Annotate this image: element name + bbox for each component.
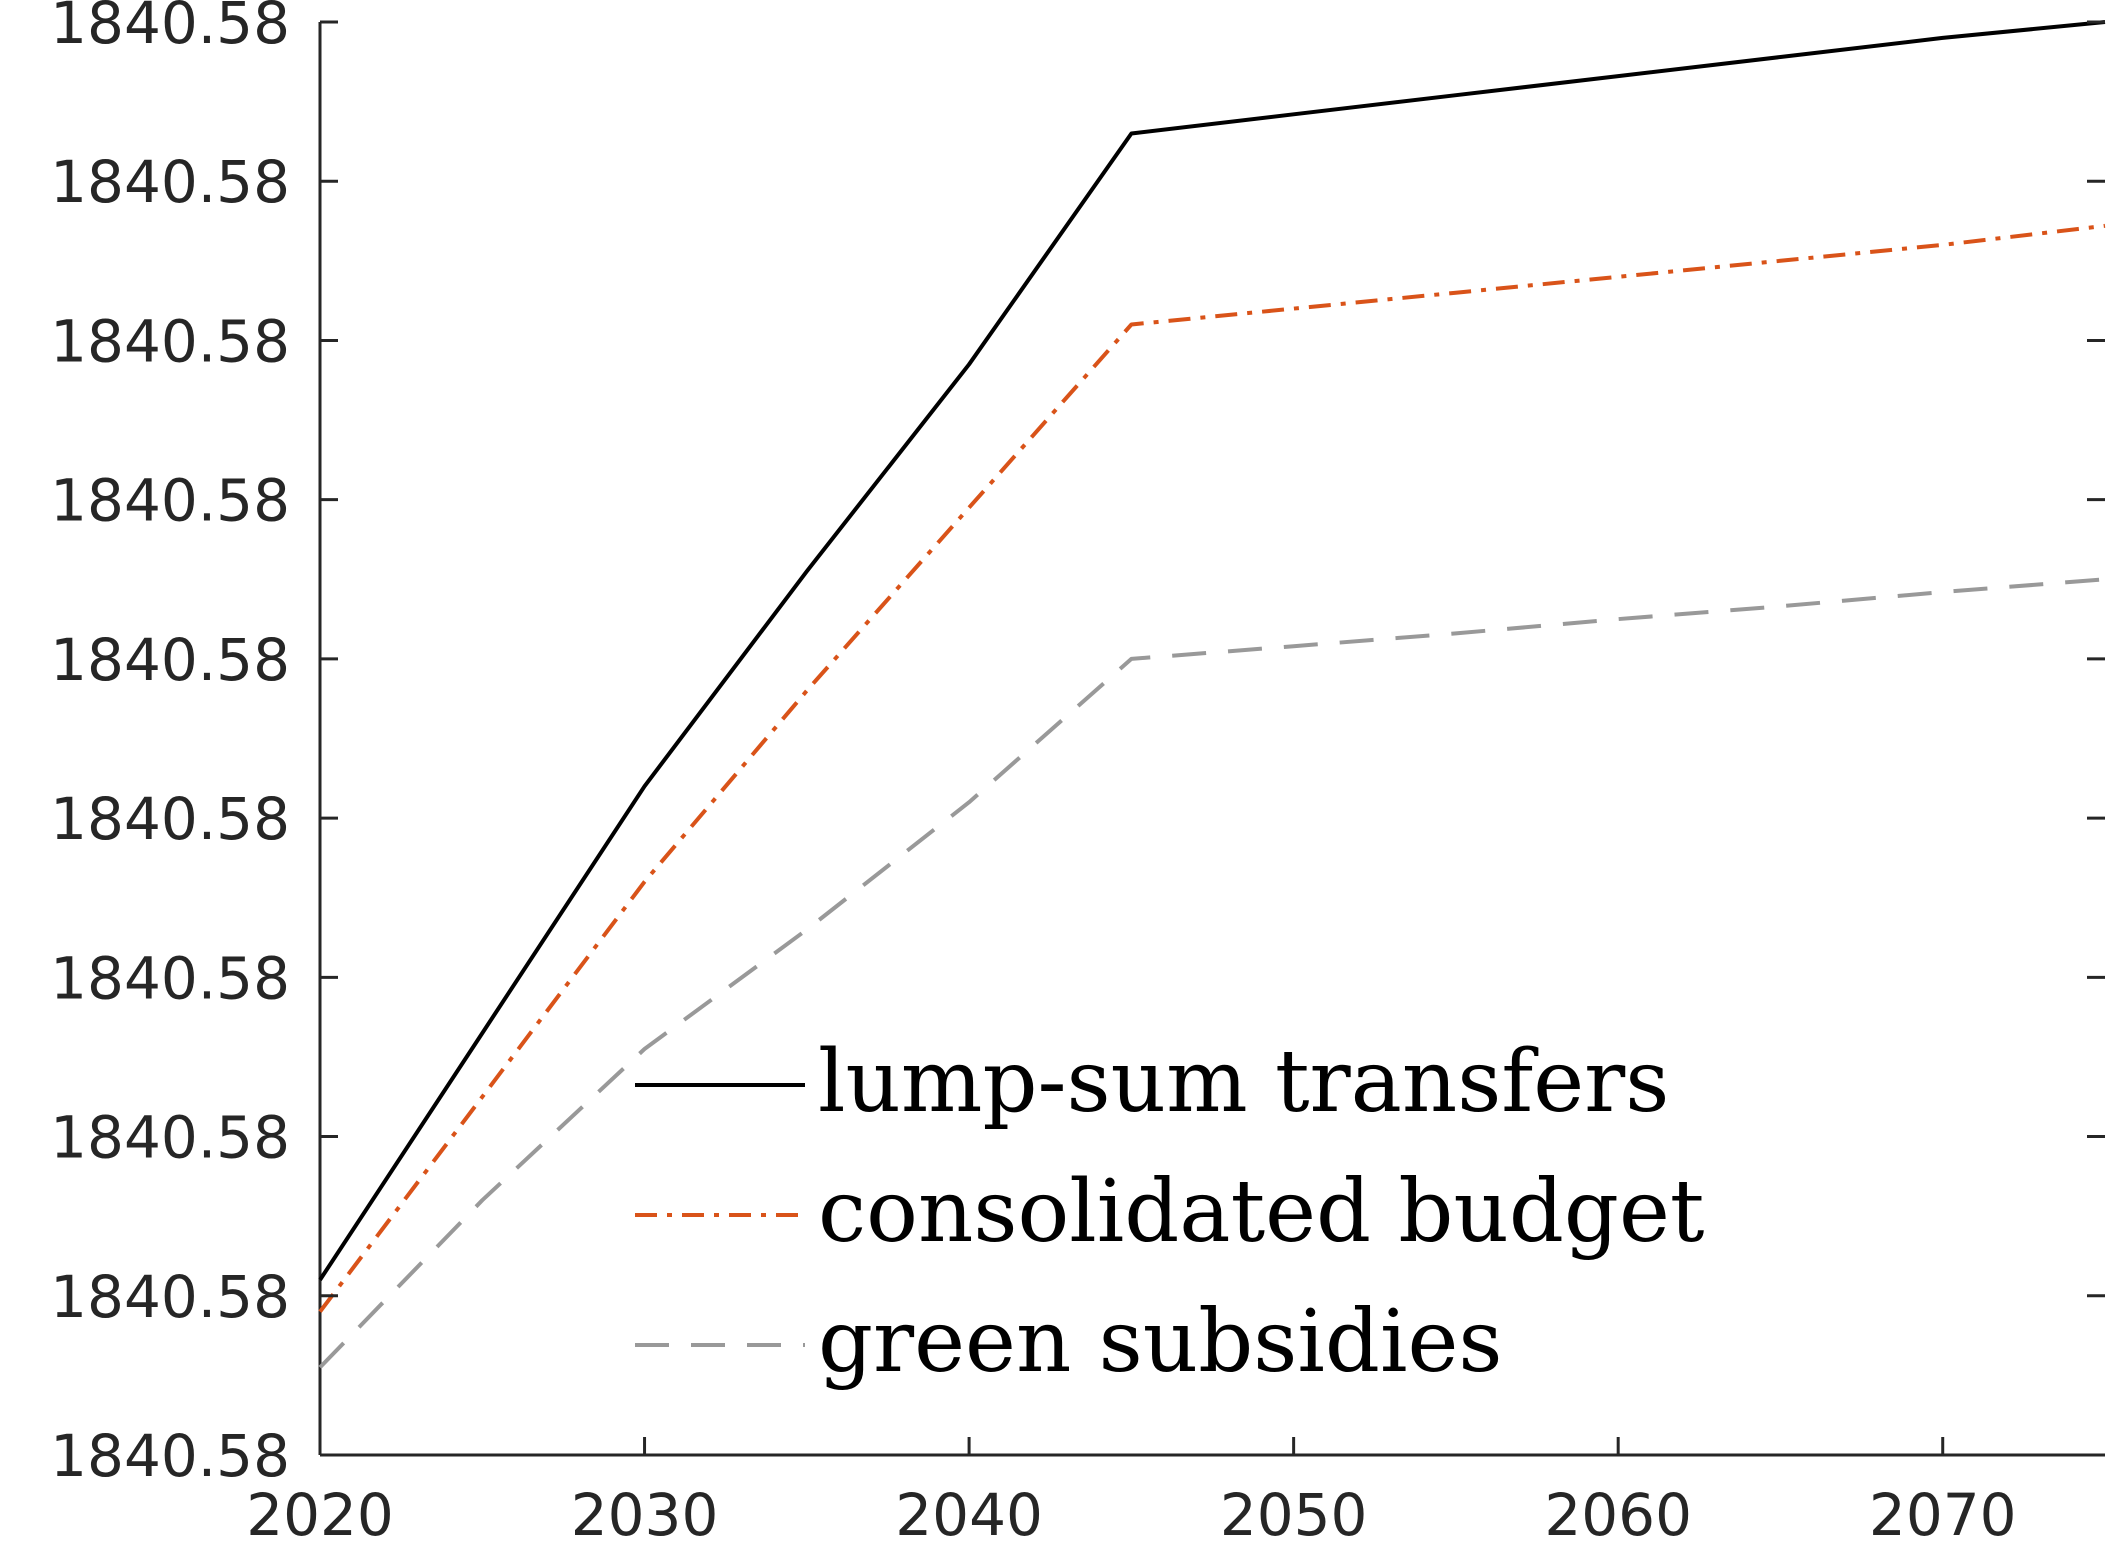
legend-label-consolidated-budget: consolidated budget bbox=[818, 1162, 1704, 1262]
x-tick-label: 2060 bbox=[1544, 1481, 1692, 1549]
series-line-1 bbox=[318, 223, 2106, 1313]
x-tick-label: 2030 bbox=[571, 1481, 719, 1549]
y-tick-label: 1840.58 bbox=[50, 148, 290, 216]
y-tick-label: 1840.58 bbox=[50, 944, 290, 1012]
y-tick-label: 1840.58 bbox=[50, 626, 290, 694]
x-tick-label: 2050 bbox=[1220, 1481, 1368, 1549]
legend-label-lump-sum-transfers: lump-sum transfers bbox=[818, 1032, 1669, 1132]
x-tick-label: 2040 bbox=[895, 1481, 1043, 1549]
series-line-0 bbox=[318, 20, 2106, 1281]
series-layer bbox=[318, 20, 2106, 1369]
x-tick-layer: 2020 2030 2040 2050 2060 2070 bbox=[246, 1437, 2017, 1549]
y-tick-label: 1840.58 bbox=[50, 1422, 290, 1490]
y-tick-label: 1840.58 bbox=[50, 1104, 290, 1172]
x-tick-label: 2020 bbox=[246, 1481, 394, 1549]
series-line-2 bbox=[318, 577, 2106, 1369]
plot-area: 2020 2030 2040 2050 2060 2070 1840.581840.581… bbox=[50, 0, 2106, 1549]
y-tick-layer: 1840.58 1840.58 1840.58 1840.58 1840.58 1840.… bbox=[50, 0, 2105, 1490]
y-tick-label: 1840.58 bbox=[50, 467, 290, 535]
y-tick-label: 1840.58 bbox=[50, 1263, 290, 1331]
x-tick-label: 2070 bbox=[1869, 1481, 2017, 1549]
y-tick-label: 1840.58 bbox=[50, 307, 290, 375]
legend-label-green-subsidies: green subsidies bbox=[818, 1292, 1502, 1392]
legend: lump-sum transfers consolidated budget g… bbox=[635, 1032, 1704, 1392]
y-tick-label: 1840.58 bbox=[50, 0, 290, 57]
y-tick-label: 1840.58 bbox=[50, 785, 290, 853]
